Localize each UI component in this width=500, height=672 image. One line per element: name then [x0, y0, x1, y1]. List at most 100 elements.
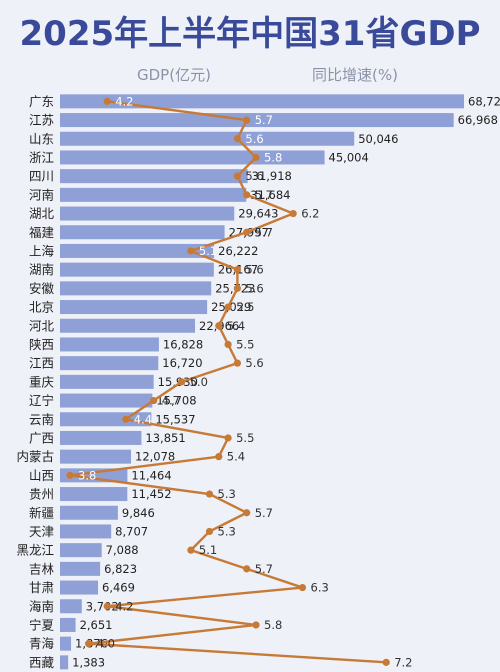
province-label: 福建: [29, 225, 55, 240]
province-label: 广东: [29, 94, 54, 109]
growth-point: [66, 471, 74, 479]
growth-point: [298, 583, 307, 592]
gdp-bar: [60, 524, 112, 539]
growth-value-label: 5.1: [199, 543, 217, 557]
gdp-value-label: 16,828: [163, 337, 203, 351]
gdp-value-label: 11,452: [131, 487, 171, 501]
province-label: 河北: [29, 318, 55, 333]
province-label: 辽宁: [29, 393, 54, 408]
gdp-bar: [60, 318, 196, 333]
gdp-value-label: 9,846: [122, 506, 155, 520]
gdp-value-label: 7,088: [106, 543, 139, 557]
gdp-bar: [60, 113, 454, 128]
growth-point: [103, 97, 111, 105]
province-label: 陕西: [29, 337, 54, 352]
province-label: 天津: [29, 524, 54, 539]
province-label: 山东: [29, 131, 54, 146]
province-label: 新疆: [29, 505, 54, 520]
gdp-value-label: 15,708: [156, 394, 196, 408]
gdp-bar: [60, 374, 154, 389]
growth-point: [187, 247, 195, 255]
growth-value-label: 7.2: [394, 655, 412, 669]
growth-point: [205, 490, 214, 498]
gdp-bar: [60, 580, 99, 595]
province-label: 云南: [29, 412, 54, 427]
gdp-value-label: 15,537: [155, 412, 195, 426]
gdp-bar: [60, 131, 355, 146]
gdp-bar: [60, 356, 159, 371]
province-label: 湖南: [29, 262, 54, 277]
gdp-value-label: 26,222: [218, 244, 258, 258]
growth-point: [215, 453, 223, 461]
gdp-header: GDP(亿元): [137, 66, 211, 84]
gdp-value-label: 31,684: [250, 188, 290, 202]
growth-value-label: 5.6: [245, 281, 263, 295]
growth-value-label: 5.4: [227, 450, 245, 464]
province-label: 宁夏: [29, 617, 55, 632]
growth-value-label: 4.2: [115, 94, 133, 108]
growth-point: [205, 527, 214, 536]
gdp-value-label: 15,930: [158, 375, 198, 389]
growth-value-label: 5.7: [255, 562, 273, 576]
gdp-value-label: 6,469: [102, 581, 135, 595]
province-label: 广西: [29, 430, 54, 445]
growth-point: [233, 172, 241, 180]
province-label: 上海: [29, 243, 55, 258]
gdp-value-label: 16,720: [162, 356, 202, 370]
growth-point: [243, 565, 251, 573]
gdp-value-label: 50,046: [358, 132, 398, 146]
gdp-value-label: 31,918: [252, 169, 292, 183]
province-label: 湖北: [29, 206, 55, 221]
growth-value-label: 5.6: [245, 263, 263, 277]
growth-value-label: 4.0: [97, 637, 115, 651]
growth-value-label: 5.8: [264, 150, 282, 164]
growth-value-label: 5.3: [218, 524, 236, 538]
growth-point: [224, 340, 232, 349]
growth-point: [122, 415, 130, 423]
growth-value-label: 5.6: [245, 132, 263, 146]
gdp-bar: [60, 412, 152, 427]
growth-point: [103, 602, 111, 610]
growth-value-label: 5.7: [255, 225, 273, 239]
province-label: 海南: [29, 599, 54, 614]
province-label: 重庆: [29, 374, 55, 389]
gdp-bar: [60, 337, 159, 352]
growth-point: [233, 135, 241, 143]
gdp-value-label: 45,004: [329, 150, 369, 164]
province-label: 甘肃: [29, 580, 54, 595]
growth-value-label: 5.3: [218, 487, 236, 501]
gdp-value-label: 1,383: [72, 655, 105, 669]
growth-header: 同比增速(%): [312, 66, 398, 84]
gdp-value-label: 2,651: [80, 618, 113, 632]
growth-point: [85, 640, 93, 648]
growth-value-label: 5.6: [245, 356, 263, 370]
growth-point: [243, 191, 251, 199]
growth-value-label: 5.7: [255, 506, 273, 520]
growth-value-label: 6.3: [311, 581, 329, 595]
growth-point: [150, 396, 158, 405]
growth-point: [215, 322, 223, 330]
growth-point: [233, 284, 241, 292]
province-label: 四川: [29, 169, 54, 184]
growth-value-label: 4.4: [134, 412, 152, 426]
gdp-value-label: 6,823: [104, 562, 137, 576]
growth-point: [233, 359, 241, 367]
growth-point: [178, 378, 186, 386]
gdp-bar: [60, 206, 235, 221]
province-label: 安徽: [29, 281, 55, 296]
province-label: 黑龙江: [16, 543, 54, 558]
growth-point: [233, 266, 241, 274]
gdp-bar: [60, 150, 325, 165]
gdp-bar: [60, 94, 464, 109]
gdp-bar: [60, 636, 72, 651]
province-label: 青海: [29, 636, 55, 651]
gdp-bar: [60, 505, 118, 520]
province-label: 江西: [29, 356, 54, 371]
growth-value-label: 5.4: [227, 319, 245, 333]
gdp-bar: [60, 225, 225, 240]
growth-point: [243, 116, 251, 124]
growth-value-label: 6.2: [301, 207, 319, 221]
growth-value-label: 5.0: [190, 375, 208, 389]
